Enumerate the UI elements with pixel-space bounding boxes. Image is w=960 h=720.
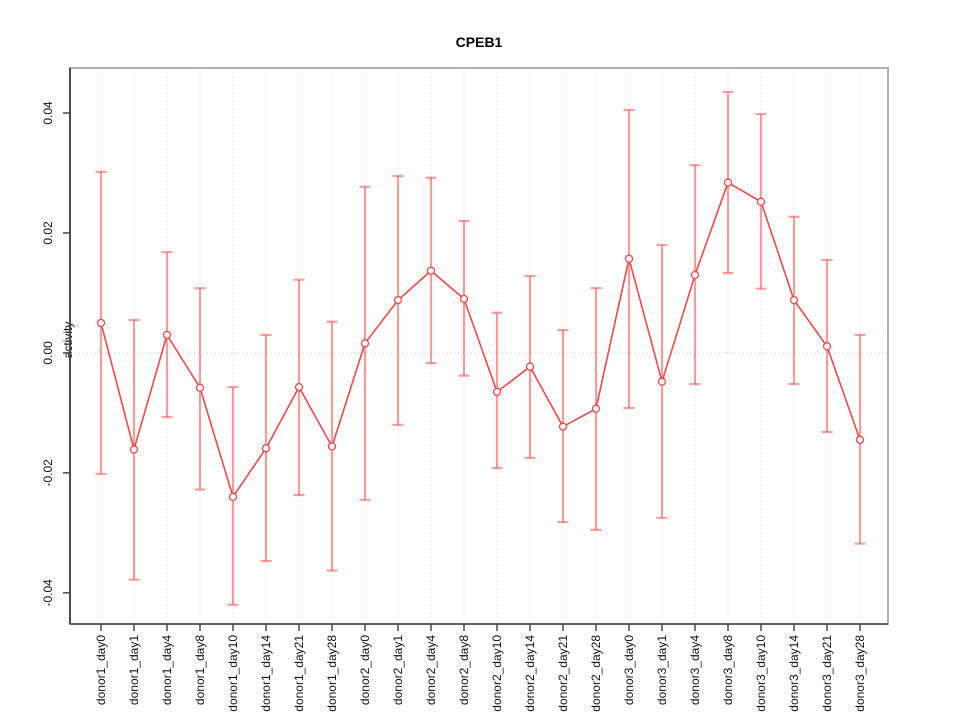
data-point [789,295,799,305]
data-point [591,404,601,413]
x-tick-label: donor2_day28 [589,635,603,712]
data-point [855,435,865,445]
y-tick-label: -0.02 [41,459,55,487]
data-point [723,178,733,187]
data-point [525,362,535,371]
data-point [228,492,238,501]
plot-box-border [69,67,889,625]
data-point [459,294,469,304]
data-point [327,442,337,451]
x-tick-label: donor1_day10 [226,635,240,712]
data-point [558,422,568,431]
data-point [426,266,436,275]
x-tick-label: donor3_day1 [655,635,669,705]
x-tick-label: donor3_day21 [820,635,834,712]
x-tick-label: donor3_day4 [688,635,702,705]
x-tick-label: donor1_day28 [325,635,339,712]
data-point [492,387,502,397]
x-tick-label: donor2_day0 [358,635,372,705]
data-point [822,342,832,351]
x-tick-label: donor2_day10 [490,635,504,712]
data-point [690,270,700,280]
x-tick-label: donor3_day14 [787,635,801,712]
data-point [261,444,271,453]
x-tick-label: donor1_day8 [193,635,207,705]
y-tick-label: 0.04 [41,101,55,125]
x-tick-label: donor3_day28 [853,635,867,712]
data-point [162,330,172,340]
y-tick-label: -0.04 [41,579,55,607]
x-tick-label: donor2_day8 [457,635,471,705]
x-tick-label: donor3_day10 [754,635,768,712]
x-tick-label: donor2_day1 [391,635,405,705]
data-point [195,383,205,392]
y-tick-label: 0.00 [41,341,55,365]
data-point [129,445,139,454]
y-tick-label: 0.02 [41,221,55,245]
x-tick-label: donor2_day21 [556,635,570,712]
data-point [657,377,667,386]
x-tick-label: donor1_day0 [94,635,108,705]
data-point [294,382,304,392]
series-line [100,181,861,498]
x-tick-label: donor1_day21 [292,635,306,712]
data-point [624,254,634,263]
x-tick-label: donor3_day8 [721,635,735,705]
x-tick-label: donor1_day1 [127,635,141,705]
x-tick-label: donor3_day0 [622,635,636,705]
data-point [393,295,403,305]
x-tick-label: donor2_day4 [424,635,438,705]
data-point [96,318,106,328]
x-tick-label: donor1_day14 [259,635,273,712]
x-tick-label: donor2_day14 [523,635,537,712]
data-point [360,339,370,348]
data-point [756,197,766,206]
chart-title: CPEB1 [455,34,503,50]
x-tick-label: donor1_day4 [160,635,174,705]
